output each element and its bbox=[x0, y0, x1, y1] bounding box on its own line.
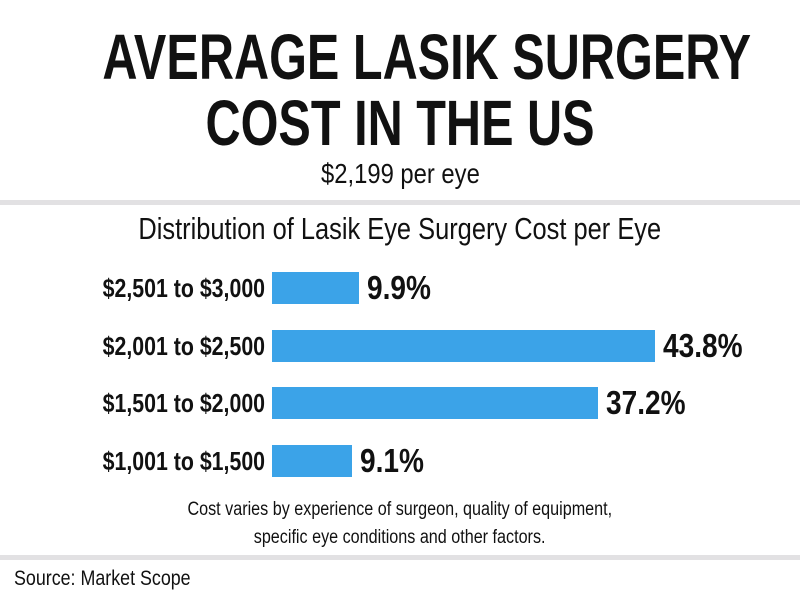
subtitle: $2,199 per eye bbox=[0, 158, 800, 190]
category-label: $2,001 to $2,500 bbox=[102, 330, 265, 361]
footnote: Cost varies by experience of surgeon, qu… bbox=[0, 496, 800, 552]
value-label: 9.1% bbox=[359, 442, 424, 480]
category-label: $1,001 to $1,500 bbox=[102, 446, 265, 477]
title-line-2-text: COST IN THE US bbox=[205, 87, 595, 159]
bar bbox=[272, 445, 352, 478]
bar bbox=[272, 329, 656, 362]
value-label: 37.2% bbox=[605, 384, 686, 422]
footnote-line-1: Cost varies by experience of surgeon, qu… bbox=[187, 499, 613, 520]
title-line-2: COST IN THE US bbox=[0, 91, 800, 155]
chart-title-text: Distribution of Lasik Eye Surgery Cost p… bbox=[138, 211, 662, 246]
footnote-line-2: specific eye conditions and other factor… bbox=[254, 527, 546, 548]
value-label: 43.8% bbox=[663, 326, 743, 364]
subtitle-text: $2,199 per eye bbox=[320, 158, 480, 189]
title-line-1-text: AVERAGE LASIK SURGERY bbox=[102, 21, 752, 93]
category-label: $1,501 to $2,000 bbox=[102, 388, 265, 419]
source-text: Source: Market Scope bbox=[14, 567, 191, 590]
value-label: 9.9% bbox=[366, 269, 431, 306]
bar bbox=[272, 387, 598, 420]
bar bbox=[272, 272, 359, 304]
title-line-1: AVERAGE LASIK SURGERY bbox=[0, 25, 800, 89]
chart-title: Distribution of Lasik Eye Surgery Cost p… bbox=[0, 211, 800, 247]
bottom-divider bbox=[0, 555, 800, 560]
category-label: $2,501 to $3,000 bbox=[102, 273, 265, 303]
top-divider bbox=[0, 200, 800, 205]
